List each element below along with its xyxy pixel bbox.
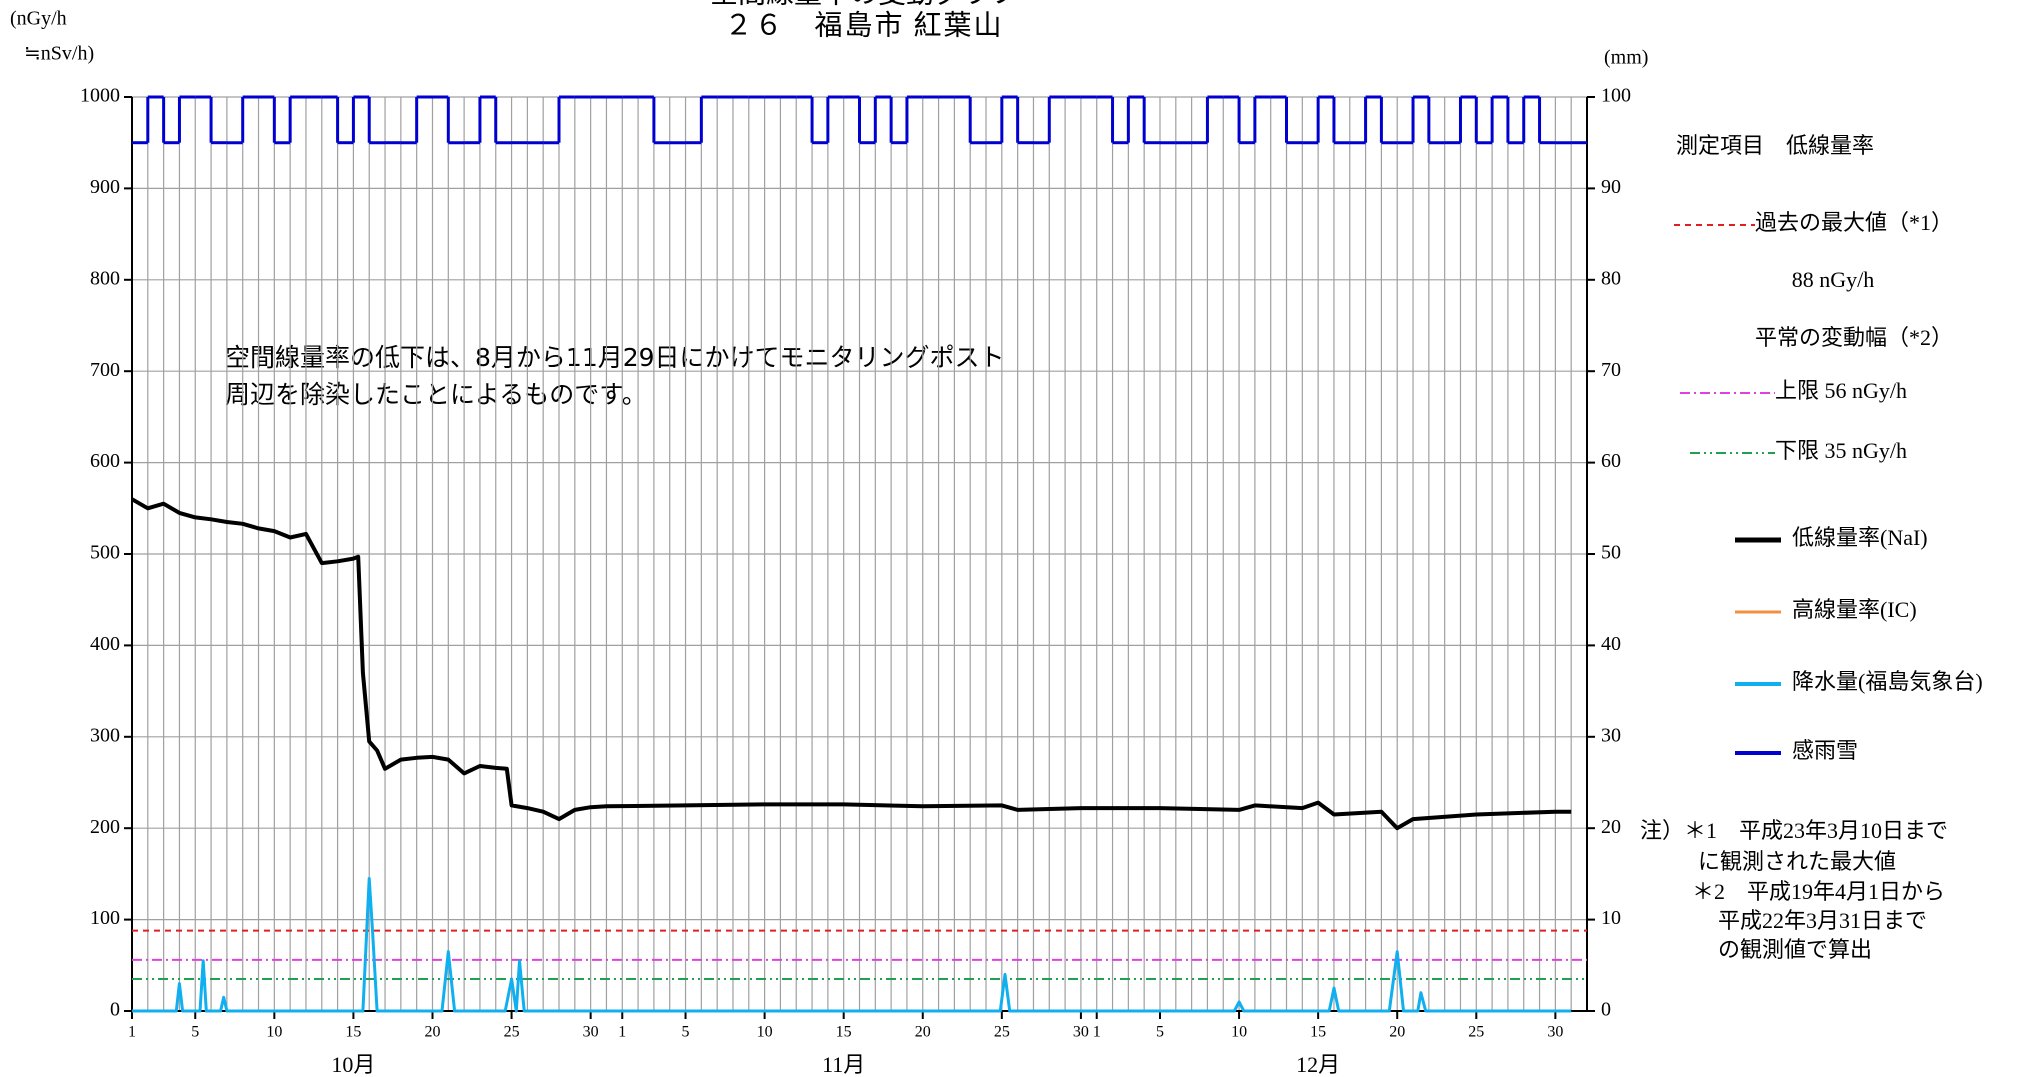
note: ＊2 平成19年4月1日から — [1692, 879, 1945, 904]
y-tick-label: 100 — [90, 907, 120, 929]
x-tick-label: 1 — [618, 1024, 626, 1041]
y-tick-label: 300 — [90, 724, 120, 746]
y2-tick-label: 90 — [1601, 176, 1621, 198]
annotation: 周辺を除染したことによるものです。 — [225, 380, 647, 409]
x-tick-label: 1 — [128, 1024, 136, 1041]
legend-label: 感雨雪 — [1792, 738, 1858, 763]
y2-axis-label: (mm) — [1604, 47, 1648, 69]
y-axis-label: ≒nSv/h) — [24, 43, 94, 65]
month-label: 11月 — [822, 1052, 865, 1077]
y-tick-label: 400 — [90, 633, 120, 655]
y-tick-label: 0 — [110, 999, 120, 1021]
chart-title: 空間線量率の変動グラフ — [710, 0, 1018, 9]
legend-title: 測定項目 低線量率 — [1676, 133, 1874, 158]
month-label: 12月 — [1296, 1052, 1340, 1077]
series-line — [132, 877, 1572, 1013]
x-tick-label: 15 — [836, 1024, 852, 1041]
legend-label: 過去の最大値（*1） — [1755, 210, 1953, 235]
note: 平成22年3月31日まで — [1718, 908, 1927, 933]
y2-tick-label: 0 — [1601, 999, 1611, 1021]
series-line — [131, 497, 1572, 831]
y-tick-label: 900 — [90, 176, 120, 198]
x-tick-label: 5 — [682, 1024, 690, 1041]
y-tick-label: 800 — [90, 267, 120, 289]
y2-tick-label: 10 — [1601, 907, 1621, 929]
legend-group: 平常の変動幅（*2） — [1755, 325, 1953, 350]
x-tick-label: 25 — [1468, 1024, 1484, 1041]
y2-tick-label: 100 — [1601, 85, 1631, 107]
legend-value: 88 nGy/h — [1792, 267, 1875, 292]
annotation: 空間線量率の低下は、8月から11月29日にかけてモニタリングポスト — [225, 343, 1005, 372]
y2-tick-label: 40 — [1601, 633, 1621, 655]
x-tick-label: 20 — [915, 1024, 931, 1041]
x-tick-label: 20 — [1389, 1024, 1405, 1041]
y-tick-label: 1000 — [80, 85, 120, 107]
y2-tick-label: 60 — [1601, 450, 1621, 472]
month-label: 10月 — [331, 1052, 375, 1077]
x-tick-label: 5 — [191, 1024, 199, 1041]
y2-tick-label: 50 — [1601, 542, 1621, 564]
x-tick-label: 25 — [994, 1024, 1010, 1041]
chart-subtitle: ２６ 福島市 紅葉山 — [724, 9, 1003, 41]
y-tick-label: 200 — [90, 816, 120, 838]
x-tick-label: 10 — [757, 1024, 773, 1041]
x-tick-label: 30 — [1547, 1024, 1563, 1041]
x-tick-label: 10 — [266, 1024, 282, 1041]
x-tick-label: 30 — [583, 1024, 599, 1041]
x-tick-label: 15 — [345, 1024, 361, 1041]
y2-tick-label: 20 — [1601, 816, 1621, 838]
y-tick-label: 600 — [90, 450, 120, 472]
note: に観測された最大値 — [1698, 849, 1896, 874]
y-axis-label: (nGy/h — [10, 8, 67, 30]
legend-label: 下限 35 nGy/h — [1775, 438, 1907, 463]
y-tick-label: 500 — [90, 542, 120, 564]
legend-label: 低線量率(NaI) — [1792, 525, 1928, 550]
y-tick-label: 700 — [90, 359, 120, 381]
y2-tick-label: 80 — [1601, 267, 1621, 289]
x-tick-label: 15 — [1310, 1024, 1326, 1041]
x-tick-label: 30 — [1073, 1024, 1089, 1041]
legend-label: 降水量(福島気象台) — [1792, 669, 1983, 694]
x-tick-label: 1 — [1093, 1024, 1101, 1041]
x-tick-label: 5 — [1156, 1024, 1164, 1041]
x-tick-label: 20 — [424, 1024, 440, 1041]
y2-tick-label: 70 — [1601, 359, 1621, 381]
y2-tick-label: 30 — [1601, 724, 1621, 746]
legend-label: 高線量率(IC) — [1792, 597, 1917, 622]
note: 注）＊1 平成23年3月10日まで — [1640, 818, 1948, 843]
x-tick-label: 25 — [504, 1024, 520, 1041]
note: の観測値で算出 — [1718, 937, 1872, 962]
legend-label: 上限 56 nGy/h — [1775, 378, 1907, 403]
x-tick-label: 10 — [1231, 1024, 1247, 1041]
